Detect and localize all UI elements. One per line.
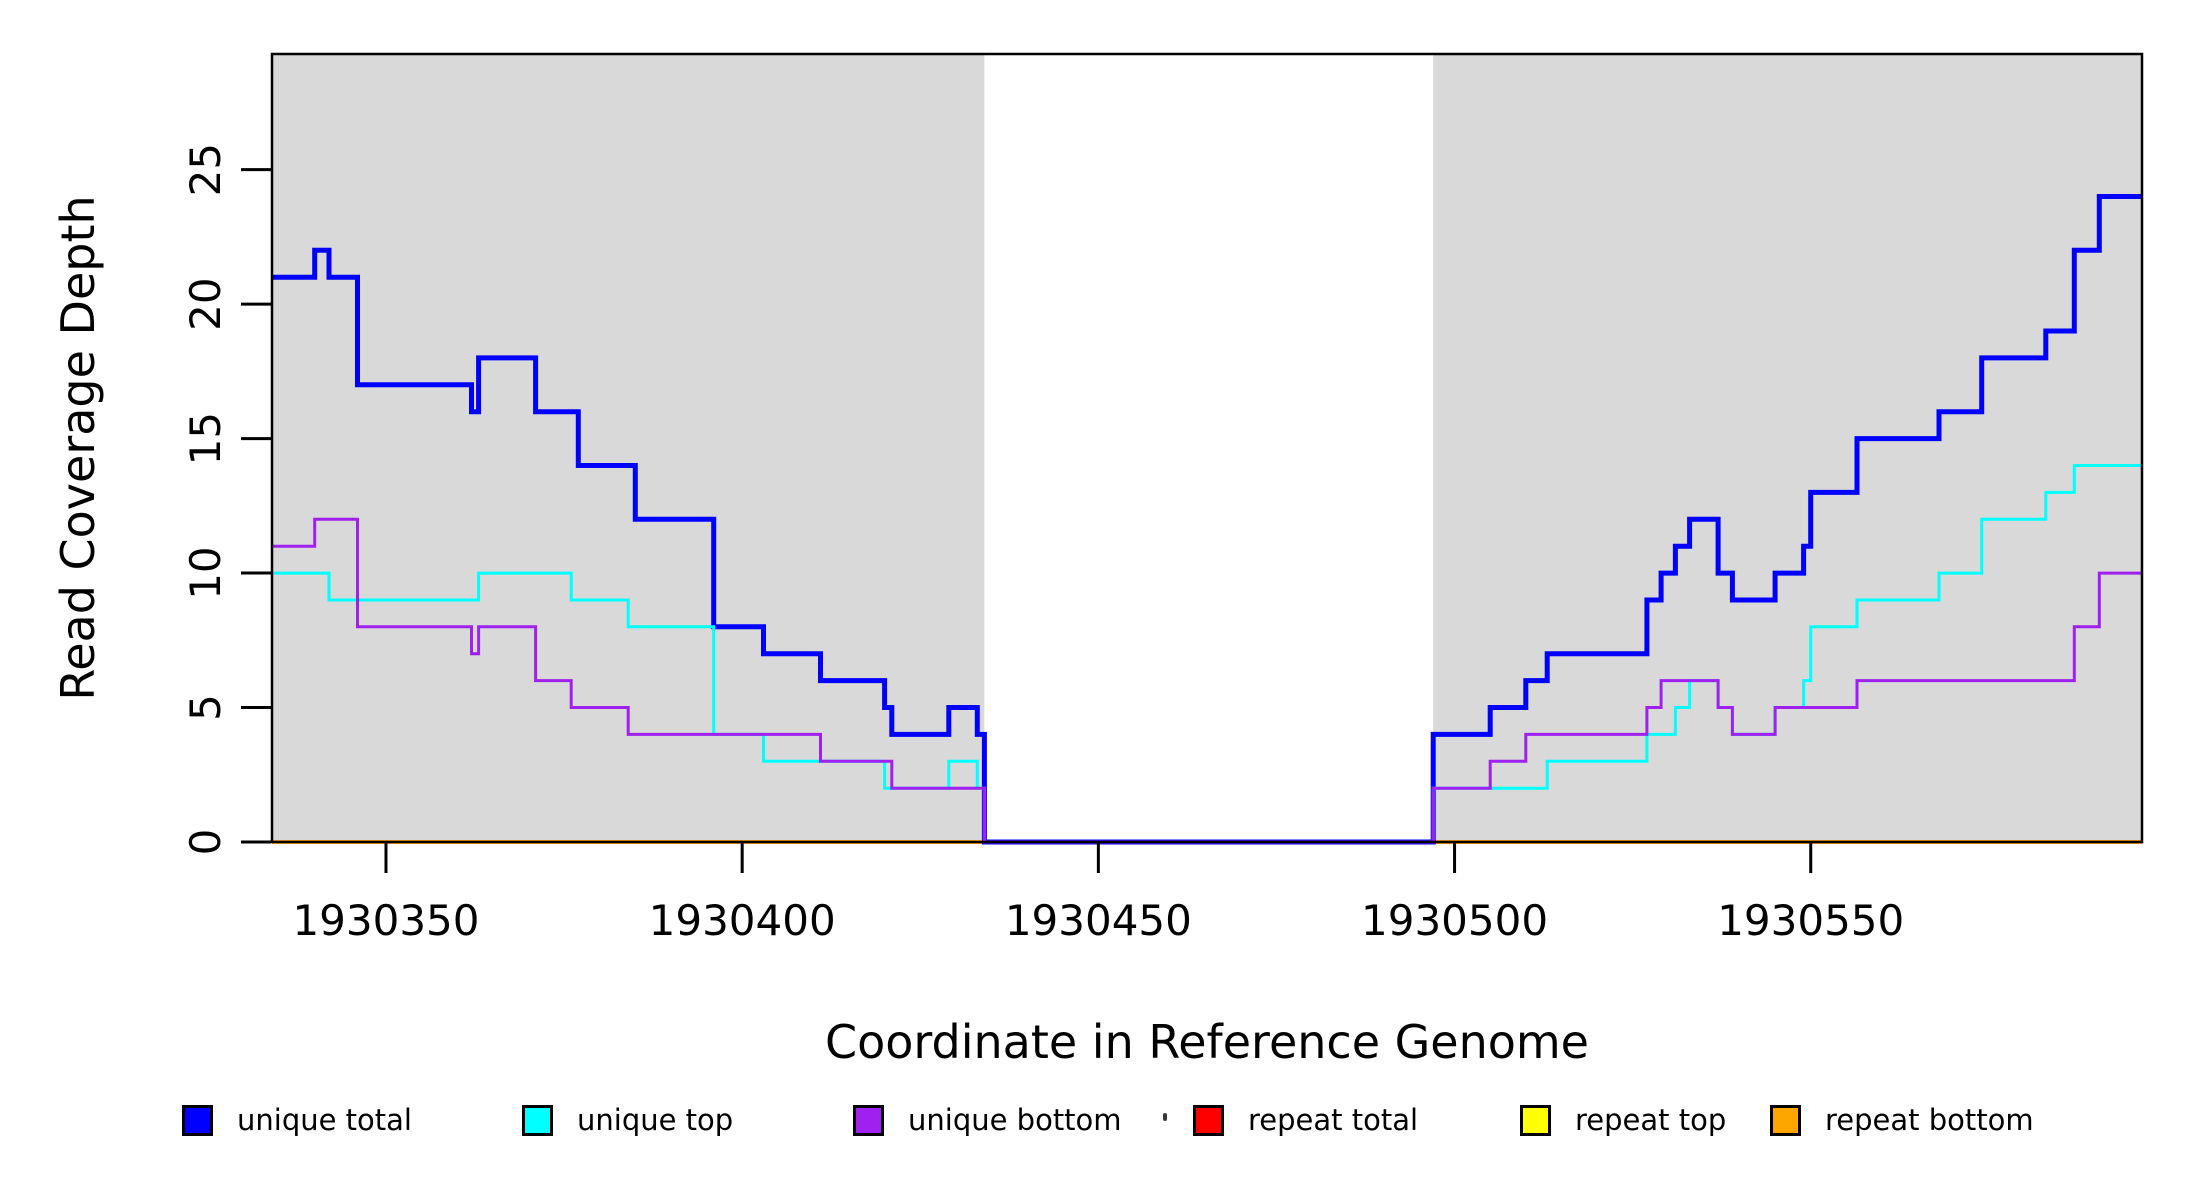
y-tick-label: 5	[181, 694, 230, 721]
x-tick-label: 1930450	[1005, 896, 1192, 945]
x-tick-label: 1930550	[1717, 896, 1904, 945]
y-tick-label: 0	[181, 829, 230, 856]
shaded-coverage-region	[1433, 54, 2142, 842]
plot-border	[270, 52, 2144, 844]
series-line-unique-bottom	[272, 517, 2142, 844]
y-axis-title: Read Coverage Depth	[51, 195, 105, 701]
x-tick-label: 1930400	[649, 896, 836, 945]
x-axis-title: Coordinate in Reference Genome	[825, 1015, 1589, 1069]
x-tick-label: 1930350	[292, 896, 479, 945]
series-line-unique-total	[272, 194, 2142, 845]
series-line-unique-top	[272, 464, 2142, 844]
x-tick-label: 1930500	[1361, 896, 1548, 945]
y-tick-label: 10	[181, 546, 230, 599]
y-tick-label: 25	[181, 143, 230, 196]
y-tick-label: 15	[181, 412, 230, 465]
legend-artifact-dot	[1163, 1113, 1167, 1121]
y-tick-label: 20	[181, 277, 230, 330]
